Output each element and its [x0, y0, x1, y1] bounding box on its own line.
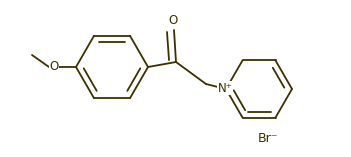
Text: Br⁻: Br⁻	[258, 133, 278, 146]
Text: O: O	[49, 60, 59, 73]
Text: N⁺: N⁺	[218, 81, 232, 95]
Text: O: O	[168, 14, 178, 27]
